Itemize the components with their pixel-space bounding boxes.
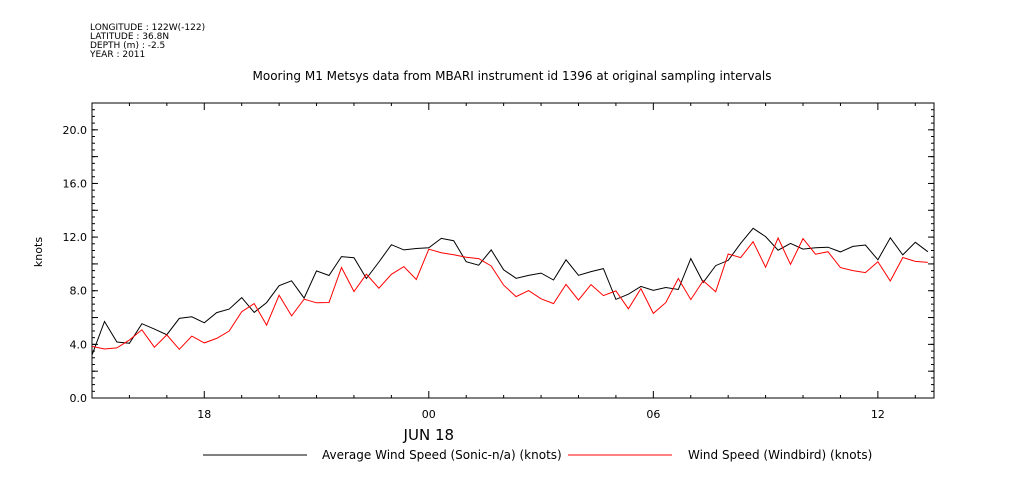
latitude-text: LATITUDE : 36.8N	[90, 32, 169, 42]
x-tick-label: 00	[422, 408, 436, 421]
year-text: YEAR : 2011	[89, 50, 145, 60]
series-line-windbird	[91, 236, 928, 351]
depth-text: DEPTH (m) : -2.5	[90, 41, 165, 51]
metadata-block: LONGITUDE : 122W(-122) LATITUDE : 36.8N …	[89, 23, 205, 60]
x-tick-label: 06	[646, 408, 660, 421]
x-day-label: JUN 18	[403, 426, 454, 444]
x-tick-label: 12	[871, 408, 885, 421]
chart-title: Mooring M1 Metsys data from MBARI instru…	[253, 69, 772, 83]
y-tick-label: 20.0	[63, 124, 88, 137]
legend-label: Wind Speed (Windbird) (knots)	[688, 448, 872, 462]
y-axis-label: knots	[32, 237, 45, 267]
x-tick-label: 18	[197, 408, 211, 421]
series-line-sonic	[91, 227, 929, 356]
y-tick-label: 12.0	[63, 231, 88, 244]
plot-frame	[91, 102, 935, 399]
y-tick-label: 4.0	[70, 338, 88, 351]
y-tick-label: 0.0	[70, 392, 88, 405]
y-tick-label: 8.0	[70, 285, 88, 298]
legend: Average Wind Speed (Sonic-n/a) (knots) Wi…	[203, 448, 872, 462]
y-tick-label: 16.0	[63, 177, 88, 190]
legend-label: Average Wind Speed (Sonic-n/a) (knots)	[322, 448, 562, 462]
longitude-text: LONGITUDE : 122W(-122)	[90, 23, 205, 33]
